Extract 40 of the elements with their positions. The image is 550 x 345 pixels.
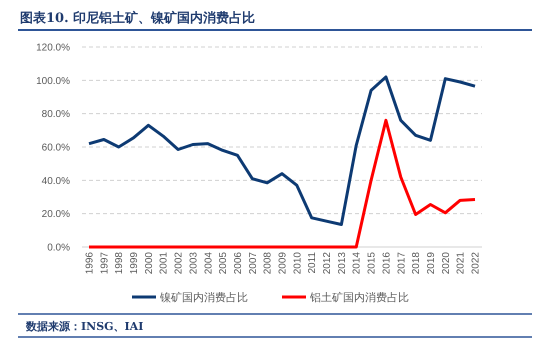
x-tick-label: 2006 <box>232 252 244 274</box>
x-tick-label: 2015 <box>366 252 378 274</box>
line-series <box>88 76 476 226</box>
x-tick-label: 2016 <box>381 252 392 274</box>
x-tick-label: 2019 <box>426 252 437 274</box>
x-tick-label: 2011 <box>307 252 318 274</box>
x-tick-label: 2008 <box>262 252 274 274</box>
x-tick-label: 2014 <box>352 252 363 274</box>
x-tick-label: 2017 <box>396 252 408 274</box>
chart-title: 图表10. 印尼铝土矿、镍矿国内消费占比 <box>20 10 256 26</box>
x-tick-label: 2005 <box>218 252 230 274</box>
source-note: 数据来源：INSG、IAI <box>25 320 144 333</box>
y-tick-label: 20.0% <box>42 209 70 220</box>
x-tick-label: 2009 <box>278 252 288 274</box>
line-series <box>88 118 476 248</box>
x-tick-label: 2022 <box>470 252 482 274</box>
y-tick-label: 0.0% <box>47 242 70 254</box>
x-tick-label: 2000 <box>144 252 155 274</box>
x-tick-label: 2020 <box>440 252 452 274</box>
x-tick-label: 2013 <box>336 252 348 274</box>
x-tick-label: 2010 <box>292 252 304 274</box>
x-tick-label: 2018 <box>411 252 422 274</box>
x-tick-label: 1999 <box>129 252 140 274</box>
y-tick-label: 40.0% <box>42 176 70 187</box>
x-tick-label: 2012 <box>322 252 334 274</box>
x-tick-label: 1996 <box>84 252 96 274</box>
x-tick-label: 2004 <box>203 252 214 274</box>
y-tick-label: 120.0% <box>36 42 70 54</box>
x-tick-label: 2001 <box>158 252 170 274</box>
x-tick-label: 2002 <box>174 252 185 274</box>
x-tick-label: 2007 <box>248 252 259 274</box>
x-tick-label: 2021 <box>456 252 467 274</box>
legend-label: 铝土矿国内消费占比 <box>309 290 409 304</box>
y-tick-label: 100.0% <box>36 76 70 87</box>
legend-label: 镍矿国内消费占比 <box>159 290 248 304</box>
x-tick-label: 1998 <box>114 252 126 274</box>
x-tick-label: 2003 <box>188 252 200 274</box>
y-tick-label: 80.0% <box>42 109 70 120</box>
y-tick-label: 60.0% <box>42 142 70 154</box>
x-tick-label: 1997 <box>99 252 110 274</box>
